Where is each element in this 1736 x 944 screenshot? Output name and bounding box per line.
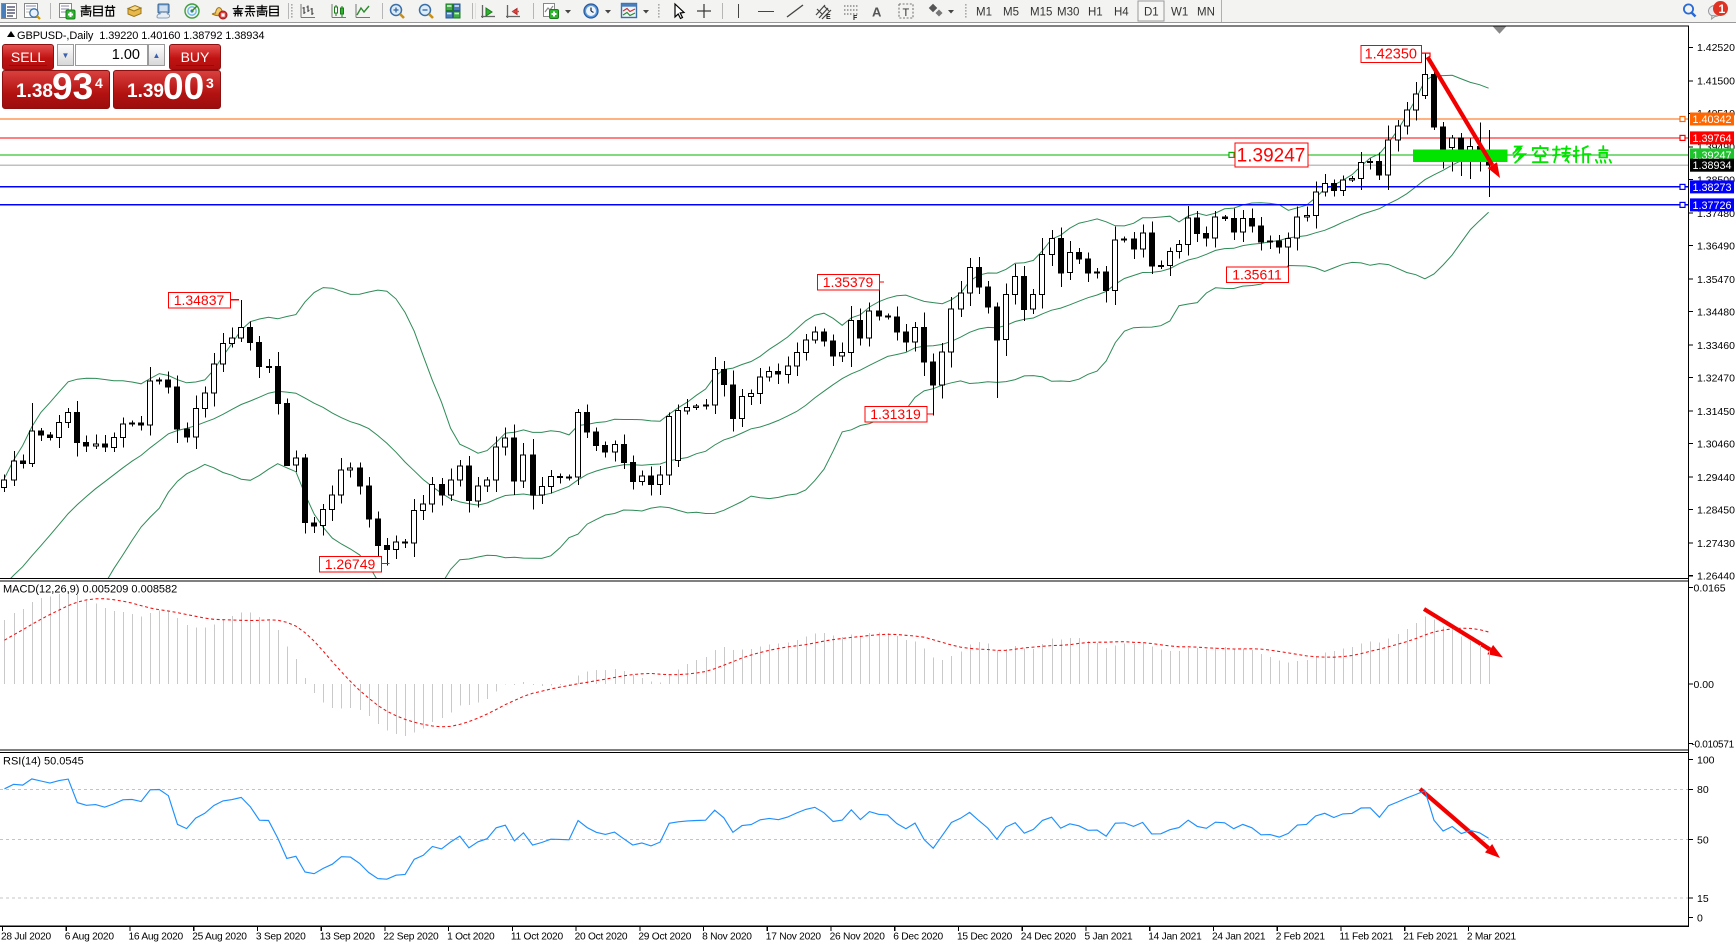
svg-text:E: E (826, 14, 831, 21)
svg-text:11 Oct 2020: 11 Oct 2020 (511, 932, 564, 943)
svg-text:1.34837: 1.34837 (174, 292, 225, 308)
svg-text:29 Oct 2020: 29 Oct 2020 (638, 932, 691, 943)
svg-text:F: F (853, 15, 858, 22)
svg-text:1.33460: 1.33460 (1697, 340, 1735, 352)
svg-text:6 Aug 2020: 6 Aug 2020 (65, 932, 115, 943)
svg-text:1.37726: 1.37726 (1693, 200, 1732, 212)
svg-text:24 Jan 2021: 24 Jan 2021 (1212, 932, 1266, 943)
svg-text:2 Mar 2021: 2 Mar 2021 (1467, 932, 1517, 943)
svg-text:80: 80 (1697, 784, 1709, 796)
svg-text:8 Nov 2020: 8 Nov 2020 (702, 932, 752, 943)
svg-text:1.26749: 1.26749 (325, 556, 376, 572)
svg-text:M15: M15 (1030, 7, 1052, 19)
svg-text:A: A (872, 5, 882, 20)
svg-text:H4: H4 (1114, 7, 1129, 19)
svg-text:28 Jul 2020: 28 Jul 2020 (1, 932, 52, 943)
svg-text:1.35379: 1.35379 (823, 274, 874, 290)
svg-text:1.42350: 1.42350 (1365, 47, 1417, 63)
svg-text:1.34480: 1.34480 (1697, 306, 1735, 318)
svg-text:1.38934: 1.38934 (1693, 160, 1732, 172)
svg-text:W1: W1 (1171, 7, 1188, 19)
svg-text:1.30460: 1.30460 (1697, 438, 1735, 450)
svg-text:1.36490: 1.36490 (1697, 240, 1735, 252)
svg-text:50: 50 (1697, 834, 1709, 846)
svg-text:1: 1 (1719, 2, 1726, 16)
svg-text:100: 100 (1697, 754, 1715, 766)
svg-text:1.32470: 1.32470 (1697, 372, 1735, 384)
svg-text:16 Aug 2020: 16 Aug 2020 (129, 932, 184, 943)
svg-text:1.35470: 1.35470 (1697, 274, 1735, 286)
svg-text:1.31319: 1.31319 (870, 406, 921, 422)
svg-text:M1: M1 (976, 7, 992, 19)
svg-text:21 Feb 2021: 21 Feb 2021 (1403, 932, 1458, 943)
svg-text:1.41500: 1.41500 (1697, 76, 1735, 88)
svg-text:1.27430: 1.27430 (1697, 538, 1735, 550)
svg-text:1.26440: 1.26440 (1697, 571, 1735, 583)
svg-text:6 Dec 2020: 6 Dec 2020 (893, 932, 943, 943)
svg-text:MACD(12,26,9) 0.005209 0.00858: MACD(12,26,9) 0.005209 0.008582 (3, 584, 177, 596)
svg-text:0.0165: 0.0165 (1694, 582, 1726, 594)
svg-text:0: 0 (1697, 912, 1703, 924)
svg-text:1.42520: 1.42520 (1697, 42, 1735, 54)
svg-text:1.31450: 1.31450 (1697, 406, 1735, 418)
svg-text:MN: MN (1197, 7, 1215, 19)
svg-text:RSI(14) 50.0545: RSI(14) 50.0545 (3, 756, 84, 768)
svg-text:2 Feb 2021: 2 Feb 2021 (1276, 932, 1326, 943)
svg-text:1.29440: 1.29440 (1697, 472, 1735, 484)
svg-text:1.40342: 1.40342 (1693, 114, 1732, 126)
svg-text:1.38273: 1.38273 (1693, 182, 1732, 194)
svg-text:14 Jan 2021: 14 Jan 2021 (1148, 932, 1202, 943)
svg-text:20 Oct 2020: 20 Oct 2020 (575, 932, 628, 943)
svg-text:D1: D1 (1144, 7, 1159, 19)
svg-text:-0.010571: -0.010571 (1692, 739, 1735, 750)
svg-text:15 Dec 2020: 15 Dec 2020 (957, 932, 1013, 943)
svg-text:1 Oct 2020: 1 Oct 2020 (447, 932, 495, 943)
svg-text:T: T (903, 7, 910, 19)
svg-text:1.39764: 1.39764 (1693, 133, 1732, 145)
svg-text:13 Sep 2020: 13 Sep 2020 (320, 932, 376, 943)
svg-text:H1: H1 (1088, 7, 1103, 19)
svg-text:3 Sep 2020: 3 Sep 2020 (256, 932, 306, 943)
svg-text:17 Nov 2020: 17 Nov 2020 (766, 932, 822, 943)
svg-text:M5: M5 (1003, 7, 1019, 19)
svg-text:24 Dec 2020: 24 Dec 2020 (1021, 932, 1077, 943)
svg-text:1.39247: 1.39247 (1237, 145, 1306, 166)
svg-text:22 Sep 2020: 22 Sep 2020 (383, 932, 439, 943)
svg-text:5 Jan 2021: 5 Jan 2021 (1085, 932, 1133, 943)
svg-text:M30: M30 (1057, 7, 1079, 19)
svg-text:1.28450: 1.28450 (1697, 504, 1735, 516)
svg-text:26 Nov 2020: 26 Nov 2020 (830, 932, 886, 943)
svg-text:0.00: 0.00 (1694, 679, 1715, 691)
svg-text:11 Feb 2021: 11 Feb 2021 (1339, 932, 1393, 943)
svg-text:25 Aug 2020: 25 Aug 2020 (192, 932, 247, 943)
svg-text:1.35611: 1.35611 (1232, 266, 1282, 282)
svg-text:15: 15 (1697, 893, 1709, 905)
